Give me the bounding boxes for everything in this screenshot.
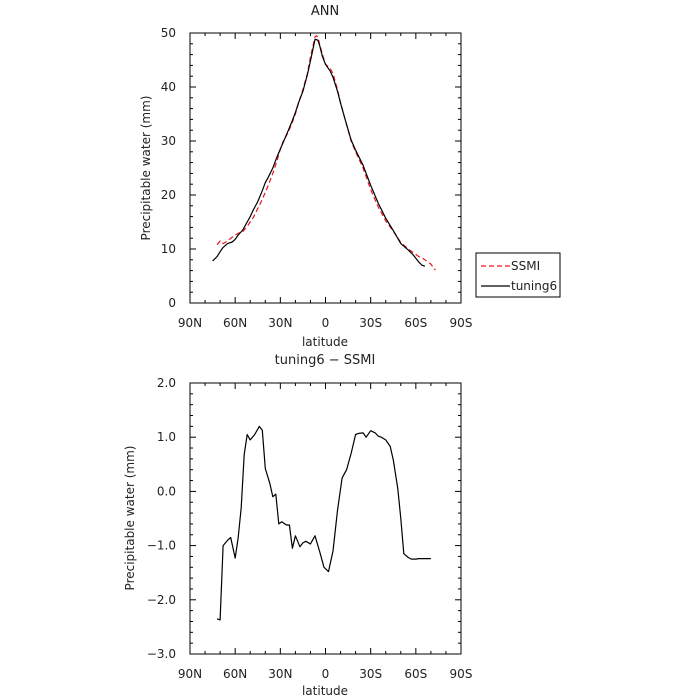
- x-tick-label: 90N: [178, 667, 202, 681]
- x-tick-label: 60S: [404, 667, 427, 681]
- x-tick-label: 90S: [450, 667, 473, 681]
- x-tick-label: 30S: [359, 316, 382, 330]
- x-tick-label: 60S: [404, 316, 427, 330]
- plot-frame: [189, 382, 462, 655]
- x-axis-ticks: 90N 60N 30N 0 30S 60S 90S: [178, 383, 473, 681]
- x-tick-label: 30S: [359, 667, 382, 681]
- x-tick-label: 90N: [178, 316, 202, 330]
- chart-title: tuning6 − SSMI: [275, 353, 376, 368]
- chart-ann: ANN 0 10 20 30 40 50 90N 60N 30N 0 30S 60S 90S lati…: [139, 4, 561, 349]
- y-axis-label: Precipitable water (mm): [123, 446, 137, 591]
- x-tick-label: 60N: [223, 316, 247, 330]
- y-tick-label: 40: [161, 80, 176, 94]
- y-axis-ticks: −3.0 −2.0 −1.0 0.0 1.0 2.0: [147, 376, 461, 661]
- y-axis-label: Precipitable water (mm): [139, 96, 153, 241]
- y-tick-label: −1.0: [147, 539, 176, 553]
- x-axis-label: latitude: [302, 335, 348, 349]
- x-tick-label: 0: [322, 316, 330, 330]
- legend: SSMI tuning6: [475, 252, 561, 298]
- legend-label-tuning6: tuning6: [511, 279, 557, 293]
- y-tick-label: 50: [161, 26, 176, 40]
- y-tick-label: −3.0: [147, 647, 176, 661]
- legend-label-ssmi: SSMI: [511, 259, 540, 273]
- x-tick-label: 60N: [223, 667, 247, 681]
- x-axis-label: latitude: [302, 684, 348, 698]
- y-tick-label: 2.0: [157, 376, 176, 390]
- y-tick-label: 20: [161, 188, 176, 202]
- y-tick-label: 30: [161, 134, 176, 148]
- y-tick-label: 0.0: [157, 484, 176, 498]
- x-tick-label: 0: [322, 667, 330, 681]
- y-axis-ticks: 0 10 20 30 40 50: [161, 26, 461, 310]
- series-group: [212, 35, 436, 271]
- x-tick-label: 90S: [450, 316, 473, 330]
- x-tick-label: 30N: [268, 667, 292, 681]
- series-line-tuning6: [212, 38, 426, 267]
- y-tick-label: −2.0: [147, 593, 176, 607]
- plot-frame: [189, 32, 462, 304]
- y-tick-label: 1.0: [157, 430, 176, 444]
- y-tick-label: 10: [161, 242, 176, 256]
- series-group: [216, 425, 431, 621]
- x-tick-label: 30N: [268, 316, 292, 330]
- series-line-ssmi: [216, 35, 436, 271]
- x-axis-ticks: 90N 60N 30N 0 30S 60S 90S: [178, 33, 473, 330]
- chart-difference: tuning6 − SSMI −3.0 −2.0 −1.0 0.0 1.0 2.0 90N…: [123, 353, 472, 698]
- y-tick-label: 0: [168, 296, 176, 310]
- legend-box: [475, 252, 561, 298]
- chart-title: ANN: [311, 4, 339, 19]
- series-line-difference: [216, 425, 431, 621]
